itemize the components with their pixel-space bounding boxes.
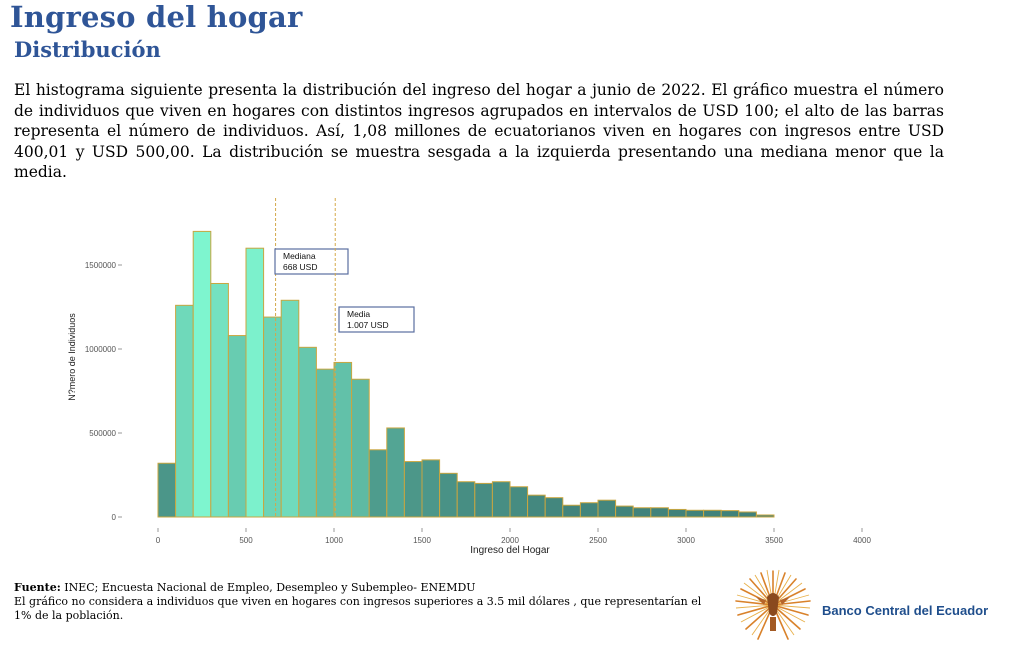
x-tick-label: 2000 (501, 536, 519, 545)
mean-label-box (338, 306, 415, 333)
y-tick-label: 500000 (89, 429, 116, 438)
histogram-bar (439, 472, 458, 518)
footer-notes: Fuente: INEC; Encuesta Nacional de Emple… (14, 581, 714, 623)
histogram-bar (315, 368, 335, 518)
x-tick-label: 2500 (589, 536, 607, 545)
histogram-bar (509, 486, 529, 518)
histogram-bar (456, 481, 476, 518)
bank-logo-icon (735, 569, 811, 640)
x-tick-label: 4000 (853, 536, 871, 545)
histogram-bar (210, 282, 229, 518)
histogram-bar (263, 316, 282, 518)
x-tick-label: 1000 (325, 536, 343, 545)
histogram-bar (632, 507, 652, 518)
source-label: Fuente: (14, 581, 61, 594)
histogram-bar (597, 499, 617, 518)
histogram-bar (685, 509, 705, 518)
y-tick-label: 1500000 (85, 261, 117, 270)
histogram-bar (562, 504, 581, 518)
median-value-label: 668 USD (283, 262, 318, 272)
histogram-bar (175, 304, 194, 518)
median-label: Mediana (283, 251, 316, 261)
source-text: INEC; Encuesta Nacional de Empleo, Desem… (60, 581, 476, 594)
histogram-bar (368, 449, 388, 518)
histogram-bar (333, 361, 353, 518)
income-histogram-chart: 0 500000 1000000 1500000 0 500 1000 1500 2000 250… (67, 198, 871, 556)
mean-label: Media (347, 309, 370, 319)
description-paragraph: El histograma siguiente presenta la dist… (14, 81, 944, 181)
median-label-box (274, 248, 349, 275)
bank-name: Banco Central del Ecuador (822, 603, 989, 618)
source-line: Fuente: INEC; Encuesta Nacional de Emple… (14, 581, 714, 595)
histogram-bar (544, 497, 564, 518)
x-tick-label: 500 (239, 536, 253, 545)
histogram-bar (491, 481, 511, 518)
x-tick-label: 3000 (677, 536, 695, 545)
histogram-bar (245, 247, 265, 518)
histogram-bar (280, 299, 300, 518)
histogram-bar (421, 459, 441, 518)
footnote: El gráfico no considera a individuos que… (14, 595, 702, 622)
histogram-bar (227, 335, 247, 518)
histogram-bar (720, 510, 740, 518)
histogram-bar (615, 505, 634, 518)
histogram-bar (650, 507, 669, 518)
page-subtitle: Distribución (14, 37, 161, 62)
histogram-bar (157, 462, 177, 518)
page-title: Ingreso del hogar (10, 0, 303, 34)
histogram-bar (527, 494, 546, 518)
histogram-bar (403, 461, 423, 518)
y-axis-label: N?mero de Individuos (67, 313, 77, 401)
histogram-bar (298, 346, 317, 518)
x-tick-label: 1500 (413, 536, 431, 545)
histogram-bar (474, 482, 493, 518)
mean-value-label: 1.007 USD (347, 320, 389, 330)
histogram-bar (667, 508, 687, 518)
histogram-bar (755, 514, 775, 518)
histogram-bar (386, 427, 405, 518)
x-tick-label: 3500 (765, 536, 783, 545)
histogram-bar (192, 230, 212, 518)
histogram-bar (738, 511, 757, 518)
x-tick-label: 0 (156, 536, 161, 545)
x-axis-label: Ingreso del Hogar (470, 545, 550, 556)
histogram-bar (579, 502, 599, 518)
histogram-bar (703, 509, 722, 518)
y-tick-label: 1000000 (85, 345, 117, 354)
histogram-bar (351, 378, 370, 518)
y-tick-label: 0 (112, 513, 117, 522)
